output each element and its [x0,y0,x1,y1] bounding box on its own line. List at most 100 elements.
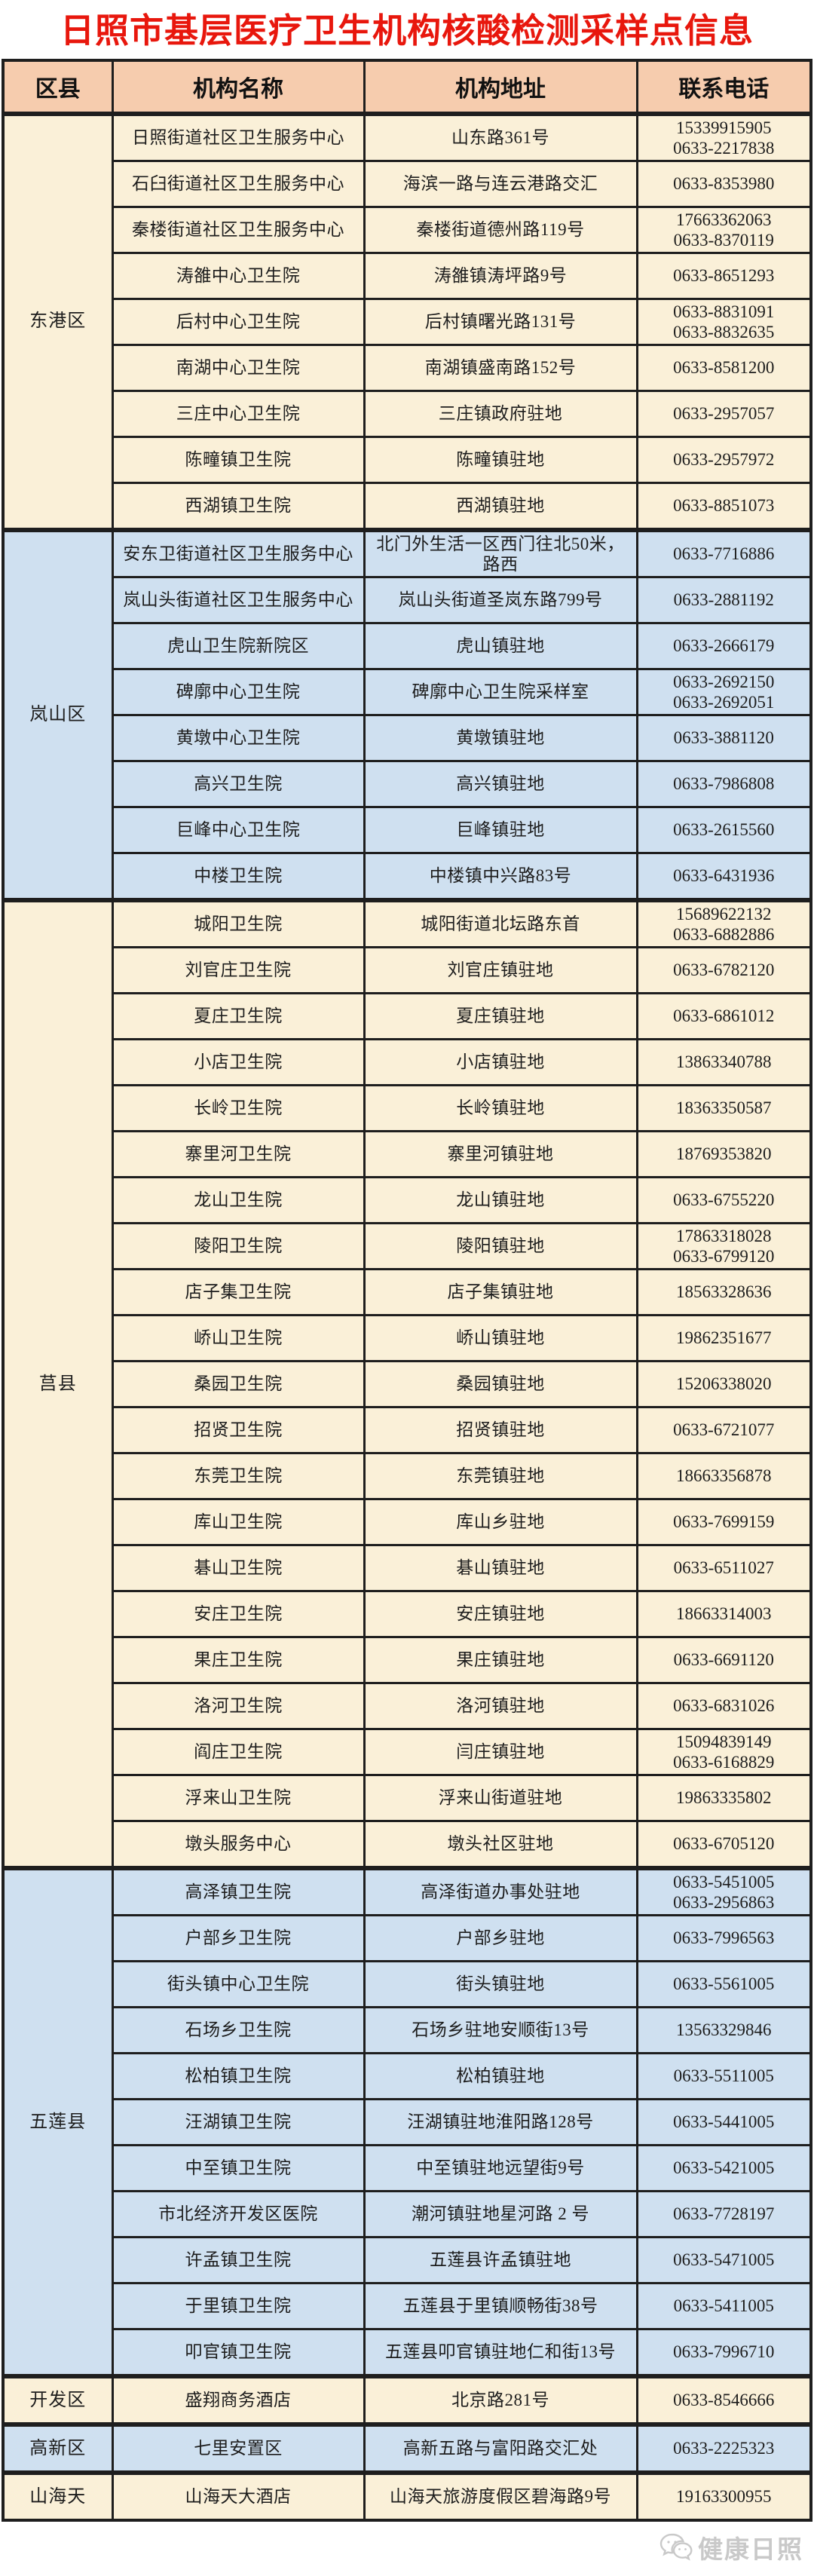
phone-cell: 0633-5561005 [635,1959,812,2008]
phone-number: 0633-8831091 [673,302,775,321]
watermark: 健康日照 [0,2522,814,2576]
table-row: 南湖中心卫生院 南湖镇盛南路152号 0633-8581200 [3,343,812,392]
region-cell: 山海天 [2,2470,114,2522]
org-name-cell: 安庄卫生院 [111,1589,366,1638]
org-name-cell: 果庄卫生院 [111,1635,366,1684]
phone-cell: 0633-5511005 [635,2051,812,2100]
phone-cell: 0633-5421005 [635,2143,812,2192]
address-cell: 潮河镇驻地星河路 2 号 [363,2189,638,2238]
phone-cell: 17863318028 0633-6799120 [635,1221,812,1270]
phone-number: 19863335802 [676,1788,772,1808]
address-cell: 城阳街道北坛路东首 [363,897,638,948]
phone-number: 0633-2956863 [673,1892,775,1912]
phone-number: 0633-5511005 [673,2066,774,2086]
phone-cell: 0633-2692150 0633-2692051 [635,667,812,716]
table-row: 户部乡卫生院 户部乡驻地 0633-7996563 [3,1913,812,1962]
org-name-cell: 东莞卫生院 [111,1451,366,1500]
address-cell: 库山乡驻地 [363,1497,638,1546]
phone-number: 0633-5411005 [673,2296,774,2316]
address-cell: 高泽街道办事处驻地 [363,1865,638,1916]
table-row: 石臼街道社区卫生服务中心 海滨一路与连云港路交汇 0633-8353980 [3,159,812,208]
address-cell: 中楼镇中兴路83号 [363,851,638,902]
org-name-cell: 夏庄卫生院 [111,991,366,1040]
phone-cell: 19863335802 [635,1773,812,1822]
address-cell: 碑廓中心卫生院采样室 [363,667,638,716]
phone-number: 0633-8546666 [673,2391,775,2410]
phone-number: 19163300955 [676,2487,772,2507]
phone-number: 0633-2615560 [673,820,775,840]
phone-number: 0633-2957972 [673,450,775,469]
address-cell: 三庄镇政府驻地 [363,389,638,438]
address-cell: 岚山头街道圣岚东路799号 [363,575,638,624]
phone-number: 0633-8832635 [673,322,775,342]
address-cell: 黄墩镇驻地 [363,713,638,762]
org-name-cell: 中至镇卫生院 [111,2143,366,2192]
phone-cell: 0633-3881120 [635,713,812,762]
column-header-address: 机构地址 [363,59,638,115]
phone-number: 0633-6691120 [673,1650,774,1670]
table-row: 龙山卫生院 龙山镇驻地 0633-6755220 [3,1175,812,1224]
phone-number: 0633-2692051 [673,692,775,712]
org-name-cell: 高兴卫生院 [111,759,366,808]
phone-number: 17863318028 [676,1226,772,1245]
table-row: 碑廓中心卫生院 碑廓中心卫生院采样室 0633-2692150 0633-269205… [3,667,812,716]
table-row: 库山卫生院 库山乡驻地 0633-7699159 [3,1497,812,1546]
phone-number: 15206338020 [676,1374,772,1394]
org-name-cell: 松柏镇卫生院 [111,2051,366,2100]
phone-number: 0633-6861012 [673,1006,775,1026]
org-name-cell: 汪湖镇卫生院 [111,2097,366,2146]
address-cell: 南湖镇盛南路152号 [363,343,638,392]
org-name-cell: 后村中心卫生院 [111,297,366,346]
table-row: 墩头服务中心 墩头社区驻地 0633-6705120 [3,1819,812,1870]
table-row: 五莲县 高泽镇卫生院 高泽街道办事处驻地 0633-5451005 0633-29568… [2,1865,812,2378]
table-row: 三庄中心卫生院 三庄镇政府驻地 0633-2957057 [3,389,812,438]
phone-number: 0633-7728197 [673,2204,775,2224]
phone-number: 0633-2666179 [673,636,775,656]
table-row: 石场乡卫生院 石场乡驻地安顺街13号 13563329846 [3,2005,812,2054]
phone-number: 0633-2692150 [673,672,775,691]
address-cell: 东莞镇驻地 [363,1451,638,1500]
table-row: 桑园卫生院 桑园镇驻地 15206338020 [3,1359,812,1408]
table-row: 黄墩中心卫生院 黄墩镇驻地 0633-3881120 [3,713,812,762]
phone-number: 15094839149 [676,1732,772,1751]
table-row: 浮来山卫生院 浮来山街道驻地 19863335802 [3,1773,812,1822]
address-cell: 碁山镇驻地 [363,1543,638,1592]
phone-cell: 0633-7716886 [635,527,812,578]
table-row: 中至镇卫生院 中至镇驻地远望街9号 0633-5421005 [3,2143,812,2192]
phone-cell: 0633-2957972 [635,435,812,484]
address-cell: 招贤镇驻地 [363,1405,638,1454]
address-cell: 洛河镇驻地 [363,1681,638,1730]
phone-cell: 18563328636 [635,1267,812,1316]
phone-number: 0633-5561005 [673,1974,775,1994]
address-cell: 后村镇曙光路131号 [363,297,638,346]
phone-cell: 0633-8546666 [635,2373,812,2426]
phone-cell: 0633-5411005 [635,2281,812,2330]
phone-cell: 0633-6691120 [635,1635,812,1684]
table-row: 汪湖镇卫生院 汪湖镇驻地淮阳路128号 0633-5441005 [3,2097,812,2146]
org-name-cell: 户部乡卫生院 [111,1913,366,1962]
phone-cell: 15689622132 0633-6882886 [635,897,812,948]
phone-number: 18663356878 [676,1466,772,1486]
org-name-cell: 浮来山卫生院 [111,1773,366,1822]
phone-cell: 0633-7996710 [635,2327,812,2378]
address-cell: 五莲县叩官镇驻地仁和街13号 [363,2327,638,2378]
phone-cell: 13563329846 [635,2005,812,2054]
phone-cell: 13863340788 [635,1037,812,1086]
phone-number: 0633-7996563 [673,1928,775,1948]
phone-number: 0633-6431936 [673,866,775,886]
phone-cell: 0633-6721077 [635,1405,812,1454]
address-cell: 果庄镇驻地 [363,1635,638,1684]
table-row: 叩官镇卫生院 五莲县叩官镇驻地仁和街13号 0633-7996710 [3,2327,812,2378]
address-cell: 刘官庄镇驻地 [363,945,638,994]
table-row: 高新区 七里安置区 高新五路与富阳路交汇处 0633-2225323 [2,2421,812,2474]
org-name-cell: 许孟镇卫生院 [111,2235,366,2284]
phone-cell: 0633-6431936 [635,851,812,902]
org-name-cell: 石臼街道社区卫生服务中心 [111,159,366,208]
phone-number: 0633-2225323 [673,2439,775,2458]
org-name-cell: 小店卫生院 [111,1037,366,1086]
table-row: 山海天 山海天大酒店 山海天旅游度假区碧海路9号 19163300955 [2,2470,812,2522]
phone-number: 0633-8353980 [673,174,775,193]
phone-number: 0633-8651293 [673,266,775,285]
phone-number: 0633-6511027 [673,1558,774,1578]
